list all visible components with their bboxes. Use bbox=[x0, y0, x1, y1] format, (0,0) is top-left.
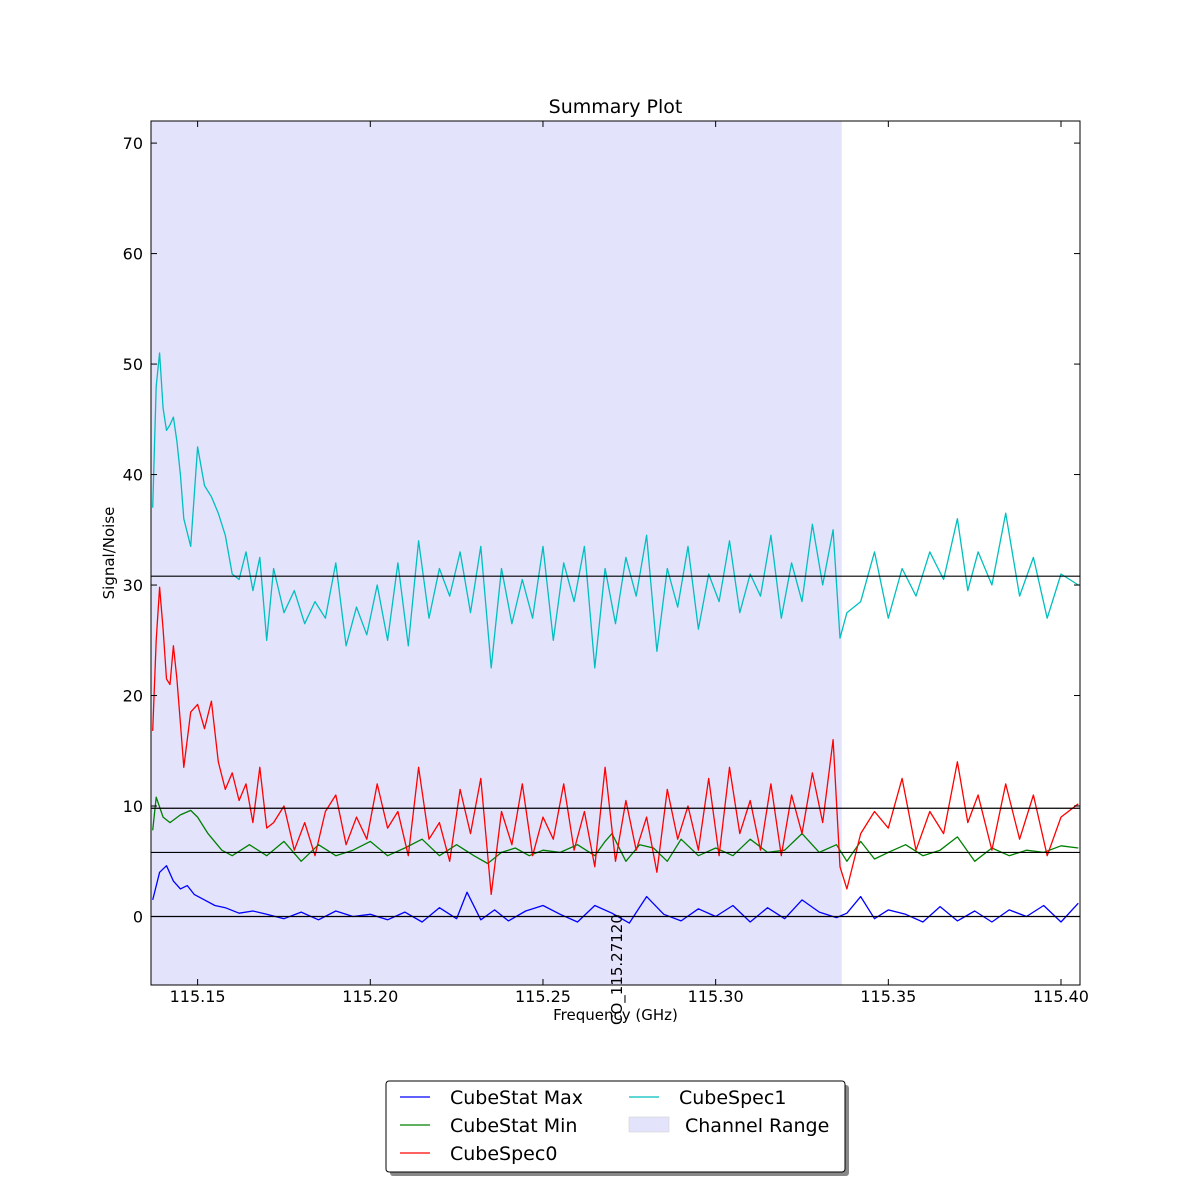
series-line-cubestat-max bbox=[152, 865, 1079, 924]
plot-frame bbox=[150, 120, 1081, 986]
series-line-cubestat-min bbox=[152, 796, 1079, 865]
x-tick-label: 115.25 bbox=[515, 987, 571, 1006]
legend-label: CubeSpec1 bbox=[679, 1087, 786, 1109]
x-tick-label: 115.15 bbox=[170, 987, 226, 1006]
series-line-cubespec1 bbox=[152, 352, 1079, 669]
chart-title: Summary Plot bbox=[549, 96, 683, 118]
channel-range-band bbox=[151, 121, 842, 985]
x-tick-label: 115.20 bbox=[342, 987, 398, 1006]
line-annotation: CO_115.27120 bbox=[608, 914, 627, 1025]
legend-swatch bbox=[628, 1116, 670, 1133]
x-axis-label: Frequency (GHz) bbox=[553, 1006, 678, 1024]
x-tick-label: 115.30 bbox=[688, 987, 744, 1006]
y-axis-label: Signal/Noise bbox=[100, 507, 118, 600]
y-tick-label: 70 bbox=[123, 134, 143, 153]
x-tick-label: 115.35 bbox=[860, 987, 916, 1006]
y-tick-label: 50 bbox=[123, 355, 143, 374]
y-tick-label: 30 bbox=[123, 576, 143, 595]
legend-label: CubeStat Min bbox=[450, 1115, 577, 1137]
legend-label: CubeStat Max bbox=[450, 1087, 583, 1109]
series-line-cubespec0 bbox=[152, 586, 1079, 896]
legend-label: Channel Range bbox=[685, 1115, 829, 1137]
y-tick-label: 20 bbox=[123, 687, 143, 706]
y-tick-label: 10 bbox=[123, 797, 143, 816]
y-tick-label: 60 bbox=[123, 245, 143, 264]
y-tick-label: 40 bbox=[123, 466, 143, 485]
legend: CubeStat Max CubeStat Min CubeSpec0 CubeSpe… bbox=[385, 1080, 849, 1176]
legend-label: CubeSpec0 bbox=[450, 1143, 557, 1165]
y-tick-label: 0 bbox=[133, 907, 143, 926]
legend-box bbox=[385, 1080, 846, 1173]
x-tick-label: 115.40 bbox=[1033, 987, 1089, 1006]
